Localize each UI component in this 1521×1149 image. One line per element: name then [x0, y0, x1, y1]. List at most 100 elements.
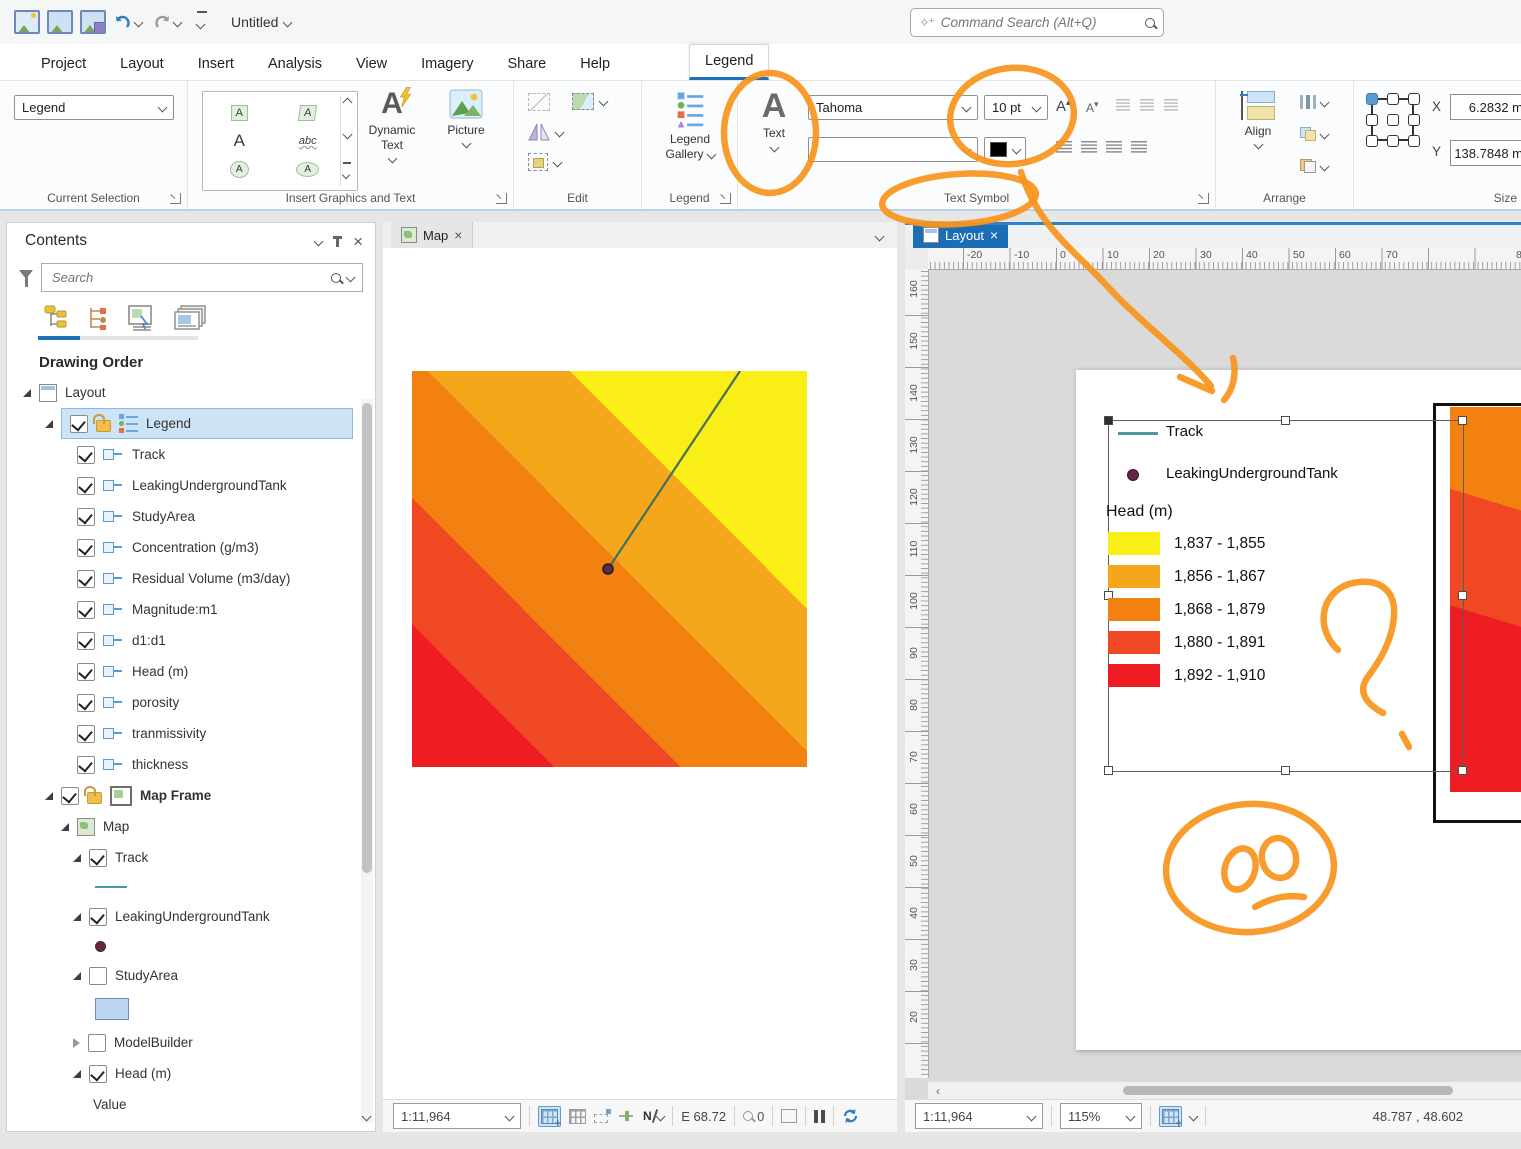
- overlay-count[interactable]: 0: [743, 1109, 764, 1124]
- layout-map-frame-tool[interactable]: [1159, 1105, 1182, 1130]
- checkbox[interactable]: [77, 755, 95, 774]
- polygon-text-icon[interactable]: A: [295, 101, 321, 125]
- tab-imagery[interactable]: Imagery: [421, 56, 474, 72]
- layout-zoom-combo[interactable]: 115%: [1060, 1103, 1142, 1129]
- flip-icon[interactable]: [528, 123, 565, 141]
- tree-item-legend-magnitude[interactable]: Magnitude:m1: [7, 594, 375, 625]
- selection-handle[interactable]: [1281, 766, 1290, 775]
- tree-item-map-frame[interactable]: Map Frame: [7, 780, 375, 811]
- layout-tab-close-icon[interactable]: ×: [990, 227, 999, 243]
- tree-item-modelbuilder[interactable]: ModelBuilder: [7, 1027, 375, 1058]
- north-arrow-tool[interactable]: N: [643, 1109, 666, 1123]
- open-project-icon[interactable]: [47, 10, 73, 34]
- order-icon[interactable]: [1300, 159, 1330, 173]
- refresh-icon[interactable]: [842, 1108, 859, 1124]
- sketch-tool-icon[interactable]: [594, 1109, 611, 1123]
- layout-document-tab[interactable]: Layout ×: [913, 222, 1009, 248]
- spatial-reference-icon[interactable]: [781, 1109, 798, 1123]
- grow-font-icon[interactable]: A▴: [1056, 97, 1071, 115]
- contents-search-chevron[interactable]: [345, 272, 356, 283]
- text-graphic-gallery[interactable]: A A A abc A A: [202, 91, 358, 191]
- studyarea-symbol-row[interactable]: [7, 991, 375, 1027]
- tree-item-legend-tank[interactable]: LeakingUndergroundTank: [7, 470, 375, 501]
- selection-handle[interactable]: [1458, 591, 1467, 600]
- tab-insert[interactable]: Insert: [197, 56, 234, 72]
- tree-item-legend-d1[interactable]: d1:d1: [7, 625, 375, 656]
- horizontal-ruler[interactable]: -20 -10 0 10 20 30 40 50 60 70 8: [928, 248, 1521, 270]
- studyarea-checkbox[interactable]: [89, 966, 107, 985]
- tree-item-legend-tranmissivity[interactable]: tranmissivity: [7, 718, 375, 749]
- layout-map-frame[interactable]: [1433, 403, 1521, 823]
- tree-item-legend-head[interactable]: Head (m): [7, 656, 375, 687]
- legend-gallery-button[interactable]: Legend Gallery: [656, 91, 724, 162]
- tank-symbol-row[interactable]: [7, 932, 375, 960]
- list-indent-icons[interactable]: [1116, 99, 1178, 111]
- tab-view[interactable]: View: [355, 56, 388, 72]
- layout-scale-combo[interactable]: 1:11,964: [915, 1103, 1043, 1129]
- clip-icon[interactable]: [572, 93, 609, 110]
- current-selection-launcher-icon[interactable]: [170, 193, 181, 204]
- modelbuilder-checkbox[interactable]: [88, 1033, 106, 1052]
- checkbox[interactable]: [77, 507, 95, 526]
- checkbox[interactable]: [77, 476, 95, 495]
- gallery-scroll[interactable]: [340, 96, 353, 186]
- font-name-combo[interactable]: Tahoma: [808, 95, 978, 120]
- point-symbol[interactable]: [95, 940, 106, 952]
- save-project-icon[interactable]: [80, 10, 106, 34]
- expander-icon[interactable]: [45, 791, 53, 800]
- group-elements-icon[interactable]: [1300, 127, 1330, 141]
- rectangle-text-icon[interactable]: A: [226, 101, 252, 125]
- dynamic-text-button[interactable]: A Dynamic Text: [356, 87, 428, 164]
- track-checkbox[interactable]: [89, 848, 107, 867]
- distribute-icon[interactable]: [1300, 95, 1330, 109]
- legend-launcher-icon[interactable]: [720, 193, 731, 204]
- straight-text-icon[interactable]: A: [233, 131, 245, 150]
- expander-icon[interactable]: [73, 1037, 80, 1048]
- tree-item-layout[interactable]: Layout: [7, 377, 375, 408]
- pin-icon[interactable]: [333, 235, 343, 247]
- scrollbar-thumb[interactable]: [362, 403, 372, 873]
- align-button[interactable]: Align: [1230, 91, 1286, 150]
- expander-icon[interactable]: [73, 971, 81, 980]
- selection-handle[interactable]: [1104, 416, 1113, 425]
- selection-handle[interactable]: [1104, 766, 1113, 775]
- contents-search-input[interactable]: [50, 269, 325, 286]
- selected-row-highlight[interactable]: Legend: [61, 408, 353, 439]
- gallery-more-icon[interactable]: [341, 162, 351, 183]
- legend-checkbox[interactable]: [70, 414, 88, 433]
- command-search-input[interactable]: [938, 14, 1139, 31]
- tab-help[interactable]: Help: [580, 56, 611, 72]
- polygon-symbol[interactable]: [95, 998, 129, 1020]
- tree-item-legend-porosity[interactable]: porosity: [7, 687, 375, 718]
- selection-handle[interactable]: [1458, 416, 1467, 425]
- checkbox[interactable]: [77, 538, 95, 557]
- alignment-icons[interactable]: [1056, 141, 1147, 153]
- layout-tool-chevron[interactable]: [1188, 1111, 1199, 1121]
- scroll-left-icon[interactable]: ‹: [936, 1084, 940, 1098]
- redo-icon[interactable]: [152, 13, 172, 31]
- x-field[interactable]: 6.2832 m: [1450, 94, 1521, 120]
- checkbox[interactable]: [77, 569, 95, 588]
- undo-icon[interactable]: [113, 13, 133, 31]
- checkbox[interactable]: [77, 600, 95, 619]
- insert-graphics-launcher-icon[interactable]: [496, 193, 507, 204]
- expander-icon[interactable]: [73, 853, 81, 862]
- grid-tool-icon[interactable]: [569, 1108, 586, 1124]
- tab-share[interactable]: Share: [507, 56, 547, 72]
- tree-item-legend-studyarea[interactable]: StudyArea: [7, 501, 375, 532]
- expander-icon[interactable]: [73, 912, 81, 921]
- expander-icon[interactable]: [61, 822, 69, 831]
- anchor-point-grid[interactable]: [1366, 93, 1420, 147]
- track-symbol-row[interactable]: [7, 873, 375, 901]
- shrink-font-icon[interactable]: A▾: [1086, 99, 1099, 115]
- view-tab-selection[interactable]: [127, 304, 161, 332]
- contents-scrollbar[interactable]: [361, 399, 373, 1123]
- snap-tool-icon[interactable]: [619, 1109, 635, 1123]
- tree-item-legend-track[interactable]: Track: [7, 439, 375, 470]
- checkbox[interactable]: [77, 693, 95, 712]
- tab-project[interactable]: Project: [41, 56, 87, 72]
- undo-dropdown-chevron[interactable]: [133, 17, 144, 27]
- current-selection-combo[interactable]: Legend: [14, 95, 174, 120]
- picture-button[interactable]: Picture: [434, 89, 498, 149]
- font-size-combo[interactable]: 10 pt: [984, 95, 1048, 120]
